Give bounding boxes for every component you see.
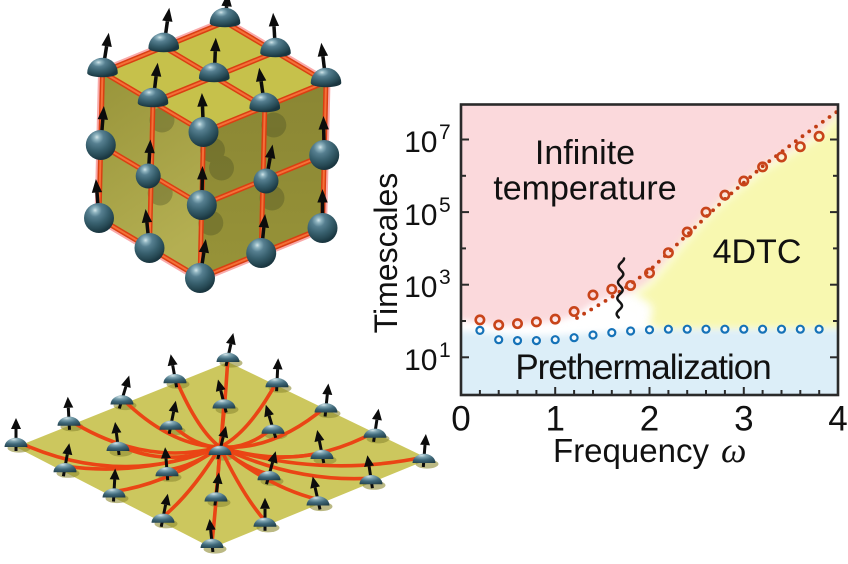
svg-text:3: 3 [734, 400, 753, 439]
svg-text:10: 10 [404, 344, 437, 377]
svg-text:1: 1 [439, 339, 451, 362]
svg-text:Frequency: Frequency [553, 432, 709, 469]
svg-text:4: 4 [828, 400, 847, 439]
svg-text:temperature: temperature [493, 170, 676, 208]
svg-text:Prethermalization: Prethermalization [515, 348, 770, 387]
svg-text:10: 10 [404, 199, 437, 232]
svg-text:2: 2 [640, 400, 659, 439]
svg-text:Infinite: Infinite [535, 134, 635, 172]
svg-text:5: 5 [439, 194, 451, 217]
svg-text:10: 10 [404, 126, 437, 159]
svg-text:10: 10 [404, 271, 437, 304]
svg-text:0: 0 [451, 400, 470, 439]
svg-text:3: 3 [439, 266, 451, 289]
svg-text:1: 1 [545, 400, 564, 439]
svg-text:Timescales: Timescales [368, 173, 404, 334]
svg-text:7: 7 [439, 121, 451, 144]
svg-text:ω: ω [721, 430, 746, 470]
svg-text:4DTC: 4DTC [713, 233, 802, 271]
